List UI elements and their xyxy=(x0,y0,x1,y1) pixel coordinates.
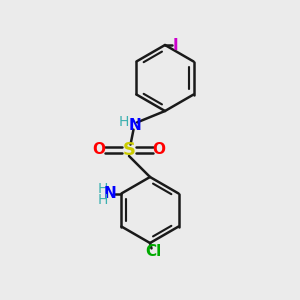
Text: I: I xyxy=(173,38,178,52)
Text: O: O xyxy=(92,142,106,158)
Text: H: H xyxy=(98,193,108,206)
Text: S: S xyxy=(122,141,136,159)
Text: N: N xyxy=(129,118,141,133)
Text: Cl: Cl xyxy=(145,244,161,259)
Text: N: N xyxy=(103,186,116,201)
Text: H: H xyxy=(98,182,108,196)
Text: H: H xyxy=(119,115,129,129)
Text: O: O xyxy=(152,142,166,158)
